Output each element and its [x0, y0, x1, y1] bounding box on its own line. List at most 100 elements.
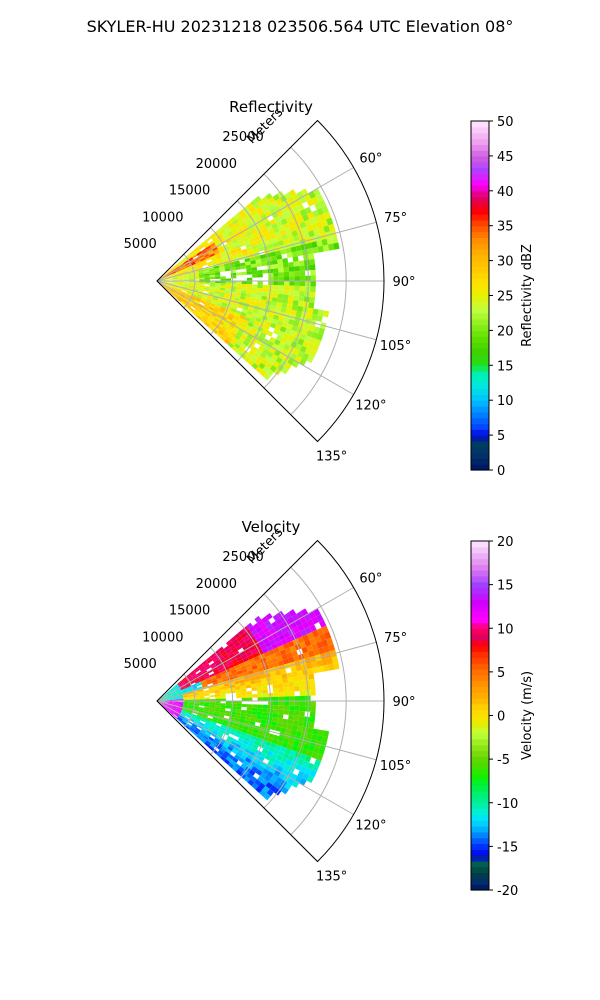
colorbar-segment [471, 440, 489, 448]
radar-cell [178, 715, 184, 719]
radar-cell [283, 211, 291, 219]
angle-tick-label: 75° [384, 211, 407, 226]
radar-cell [161, 694, 166, 698]
radar-cell [240, 731, 247, 737]
radar-cell [205, 320, 212, 326]
colorbar-segment [471, 756, 489, 763]
radar-cell [314, 202, 322, 210]
radar-cell [169, 709, 175, 714]
radar-cell [245, 684, 252, 689]
radar-cell [321, 219, 329, 227]
radial-tick-label: 15000 [169, 604, 210, 619]
radar-cell [257, 281, 263, 285]
radar-cell [255, 339, 263, 346]
radar-cell [165, 287, 170, 292]
radar-cell [237, 328, 245, 335]
radar-cell [257, 666, 264, 672]
colorbar-segment [471, 698, 489, 705]
radar-cell [212, 657, 219, 663]
radar-cell [208, 268, 215, 272]
radar-cell [271, 717, 278, 723]
radar-cell [291, 650, 299, 657]
radar-cell [236, 706, 242, 710]
radar-cell [182, 271, 188, 274]
radar-cell [259, 643, 267, 650]
colorbar-segment [471, 283, 489, 291]
radar-cell [202, 294, 208, 298]
radar-cell [223, 338, 231, 345]
radar-cell [297, 623, 305, 632]
radar-cell [228, 743, 235, 749]
radar-cell [271, 642, 278, 650]
colorbar-segment [471, 558, 489, 565]
colorbar-segment [471, 884, 489, 891]
radar-cell [293, 681, 300, 687]
radar-cell [293, 710, 300, 716]
radar-cell [171, 706, 177, 710]
radar-cell [213, 649, 220, 656]
radar-cell [222, 233, 229, 239]
radar-cell [224, 268, 231, 272]
radar-cell [177, 694, 183, 697]
radar-cell [177, 277, 184, 279]
radar-cell [327, 663, 335, 671]
radar-cell [198, 706, 205, 710]
radar-cell [266, 659, 273, 665]
radar-cell [287, 754, 295, 762]
radar-cell [288, 681, 294, 688]
radar-cell [297, 636, 305, 644]
radar-cell [272, 780, 280, 789]
radar-cell [188, 704, 194, 707]
radar-cell [216, 234, 223, 240]
radar-cell [217, 226, 224, 233]
radar-cell [275, 306, 282, 312]
radar-cell [255, 216, 263, 223]
radar-cell [302, 214, 310, 222]
radar-cell [321, 205, 329, 214]
colorbar-segment [471, 634, 489, 641]
radar-cell [199, 696, 205, 699]
radar-cell [261, 778, 269, 786]
radar-cell [214, 707, 221, 710]
radar-cell [220, 304, 227, 309]
radar-cell [209, 704, 216, 708]
radial-tick-label: 5000 [124, 657, 157, 672]
radar-cell [203, 691, 210, 695]
radar-cell [287, 640, 295, 648]
radar-cell [172, 703, 178, 706]
radar-cell [256, 291, 263, 296]
radar-cell [234, 297, 240, 302]
radar-cell [281, 653, 288, 661]
radar-cell [293, 686, 300, 692]
radar-cell [208, 686, 214, 690]
radar-cell [171, 271, 177, 275]
radar-cell [241, 668, 248, 674]
radar-cell [242, 340, 250, 347]
radar-cell [247, 779, 255, 787]
radar-cell [173, 684, 179, 689]
radar-cell [246, 704, 253, 708]
radar-cell [292, 676, 299, 682]
radar-cell [172, 294, 178, 299]
radar-cell [237, 304, 244, 309]
radar-cell [200, 259, 207, 264]
radar-cell [269, 365, 277, 373]
radar-cell [233, 650, 240, 656]
radar-cell [215, 276, 221, 279]
radar-cell [188, 285, 194, 288]
radar-cell [282, 737, 290, 744]
radar-cell [219, 747, 226, 754]
radar-cell [224, 688, 231, 692]
radar-cell [208, 251, 215, 256]
radar-cell [183, 284, 189, 287]
colorbar-tick-label: -5 [497, 753, 510, 768]
radar-cell [257, 775, 265, 783]
radar-cell [276, 235, 283, 242]
radar-cell [172, 714, 178, 719]
radar-cell [188, 283, 194, 285]
radar-cell [278, 213, 286, 221]
radar-cell [196, 264, 203, 268]
radar-cell [266, 750, 274, 757]
radar-cell [293, 235, 300, 242]
radar-cell [196, 683, 202, 687]
